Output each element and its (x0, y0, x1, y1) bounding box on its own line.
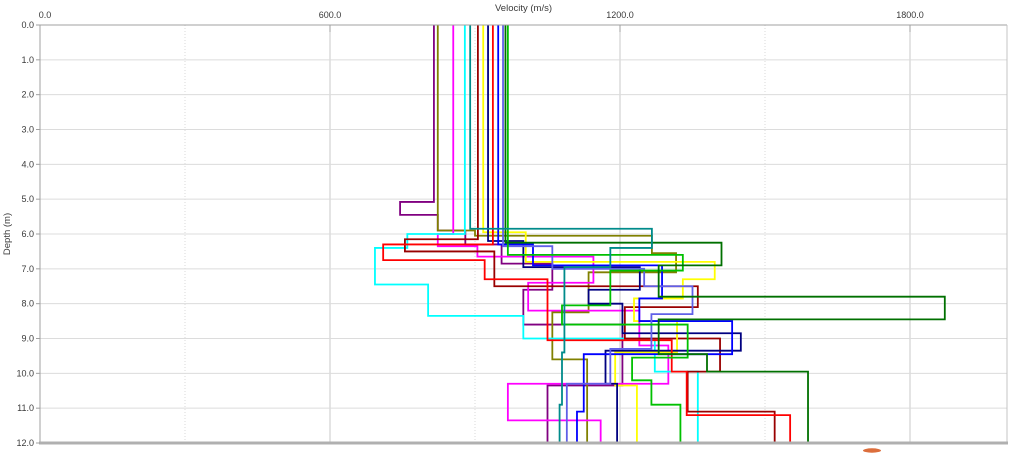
y-tick-label: 0.0 (21, 20, 34, 30)
series-blue (497, 25, 734, 443)
x-axis-title: Velocity (m/s) (495, 3, 552, 14)
y-tick-label: 10.0 (16, 368, 34, 378)
x-tick-label: 1200.0 (606, 10, 634, 20)
series-red (382, 25, 792, 443)
x-tick-label: 0.0 (39, 10, 52, 20)
y-tick-label: 1.0 (21, 55, 34, 65)
y-tick-label: 9.0 (21, 334, 34, 344)
series-teal (469, 25, 653, 443)
series-darkgreen (504, 25, 946, 443)
y-axis-title: Depth (m) (2, 213, 13, 255)
series-green (506, 25, 689, 443)
x-tick-label: 600.0 (319, 10, 342, 20)
series-slateblue (502, 25, 694, 443)
y-tick-label: 7.0 (21, 264, 34, 274)
y-tick-label: 6.0 (21, 229, 34, 239)
y-tick-label: 4.0 (21, 159, 34, 169)
x-tick-label: 1800.0 (896, 10, 924, 20)
y-tick-label: 8.0 (21, 299, 34, 309)
y-tick-label: 12.0 (16, 438, 34, 448)
y-tick-label: 2.0 (21, 90, 34, 100)
y-tick-label: 11.0 (17, 403, 34, 413)
y-tick-label: 5.0 (21, 194, 34, 204)
series-cyan (374, 25, 699, 443)
y-tick-label: 3.0 (21, 125, 34, 135)
series-purple (399, 25, 624, 443)
